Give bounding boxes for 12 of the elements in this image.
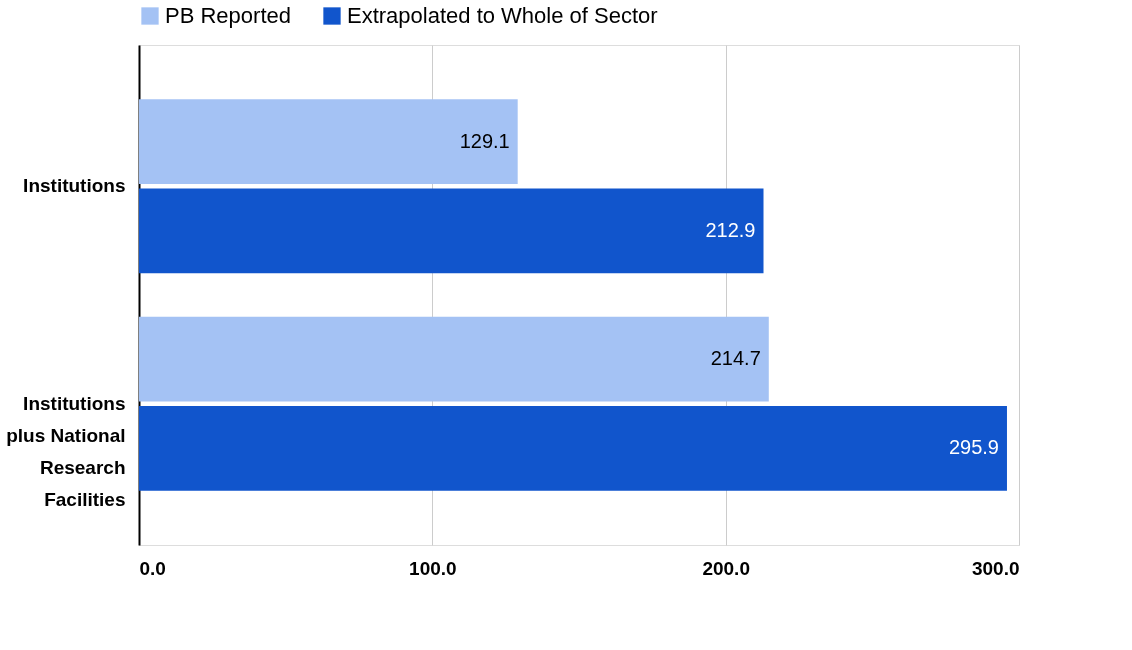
data-label: 212.9 <box>705 218 756 241</box>
legend-label: PB Reported <box>165 3 291 28</box>
x-tick-label: 300.0 <box>971 557 1020 579</box>
x-tick-label: 100.0 <box>409 557 457 579</box>
data-label: 129.1 <box>459 129 510 152</box>
x-tick-label: 0.0 <box>139 557 166 579</box>
y-tick-label: Institutions plus National Research Facilities <box>6 392 126 510</box>
y-tick-label: Institutions <box>23 175 126 197</box>
x-tick-label: 200.0 <box>702 557 750 579</box>
data-label: 214.7 <box>710 347 761 370</box>
data-label: 295.9 <box>948 436 999 459</box>
legend-label: Extrapolated to Whole of Sector <box>347 3 658 28</box>
